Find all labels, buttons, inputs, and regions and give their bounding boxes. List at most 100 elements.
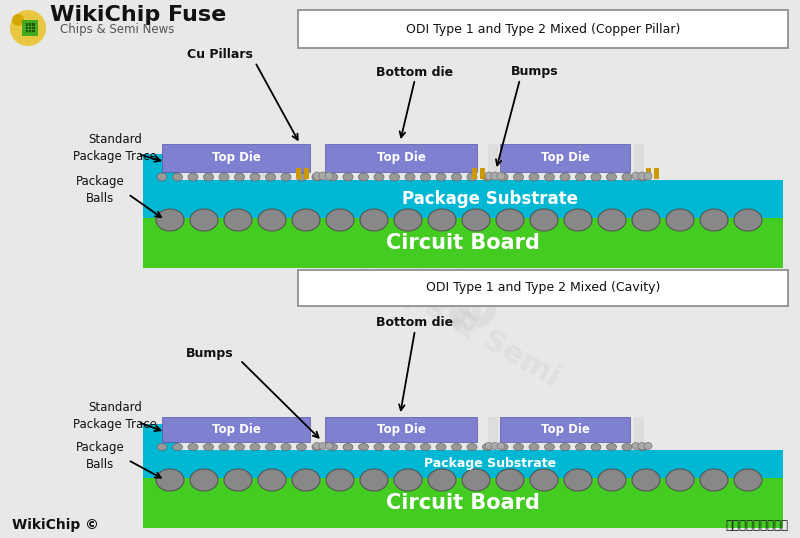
Ellipse shape xyxy=(462,469,490,491)
Ellipse shape xyxy=(496,469,524,491)
Ellipse shape xyxy=(451,443,462,450)
Ellipse shape xyxy=(514,443,523,450)
Ellipse shape xyxy=(297,173,306,181)
Ellipse shape xyxy=(482,443,493,450)
Ellipse shape xyxy=(598,469,626,491)
Text: ODI Type 1 and Type 2 Mixed (Copper Pillar): ODI Type 1 and Type 2 Mixed (Copper Pill… xyxy=(406,23,680,36)
Ellipse shape xyxy=(606,443,617,450)
Ellipse shape xyxy=(157,173,167,181)
Ellipse shape xyxy=(250,173,260,181)
Ellipse shape xyxy=(203,173,214,181)
Ellipse shape xyxy=(394,209,422,231)
Ellipse shape xyxy=(360,469,388,491)
Text: Chips & Semi News: Chips & Semi News xyxy=(60,24,174,37)
Ellipse shape xyxy=(173,443,182,450)
Bar xyxy=(143,166,178,180)
Ellipse shape xyxy=(281,173,291,181)
Text: Fuse: Fuse xyxy=(347,231,493,345)
Bar xyxy=(143,436,178,450)
Bar xyxy=(143,180,783,218)
Bar xyxy=(325,144,477,172)
Ellipse shape xyxy=(598,209,626,231)
Ellipse shape xyxy=(327,443,338,450)
Ellipse shape xyxy=(632,469,660,491)
Ellipse shape xyxy=(326,209,354,231)
Bar xyxy=(143,450,783,478)
Bar xyxy=(296,168,301,179)
Text: Standard
Package Trace: Standard Package Trace xyxy=(73,133,157,163)
Ellipse shape xyxy=(188,173,198,181)
Text: Top Die: Top Die xyxy=(541,423,590,436)
Text: Package
Balls: Package Balls xyxy=(76,175,124,205)
Ellipse shape xyxy=(575,443,586,450)
Ellipse shape xyxy=(498,443,508,450)
Ellipse shape xyxy=(156,469,184,491)
Ellipse shape xyxy=(224,469,252,491)
Ellipse shape xyxy=(545,443,554,450)
Ellipse shape xyxy=(313,172,321,180)
Ellipse shape xyxy=(529,443,539,450)
Ellipse shape xyxy=(390,443,399,450)
Ellipse shape xyxy=(638,172,646,180)
Ellipse shape xyxy=(405,173,415,181)
Bar xyxy=(143,154,165,166)
Bar xyxy=(143,218,783,268)
Bar xyxy=(298,10,788,48)
Bar xyxy=(480,168,485,179)
Ellipse shape xyxy=(394,469,422,491)
Bar xyxy=(162,417,310,442)
Ellipse shape xyxy=(451,173,462,181)
Ellipse shape xyxy=(485,172,493,180)
Ellipse shape xyxy=(358,173,369,181)
Bar xyxy=(22,20,38,36)
Ellipse shape xyxy=(591,173,601,181)
Text: Package
Balls: Package Balls xyxy=(76,441,124,471)
Ellipse shape xyxy=(428,469,456,491)
Ellipse shape xyxy=(734,209,762,231)
Ellipse shape xyxy=(591,443,601,450)
Text: Top Die: Top Die xyxy=(211,423,261,436)
Ellipse shape xyxy=(258,209,286,231)
Ellipse shape xyxy=(497,172,505,180)
Ellipse shape xyxy=(734,469,762,491)
Ellipse shape xyxy=(632,442,640,450)
Ellipse shape xyxy=(343,443,353,450)
Ellipse shape xyxy=(564,209,592,231)
Bar xyxy=(298,270,788,306)
Ellipse shape xyxy=(498,173,508,181)
Ellipse shape xyxy=(529,173,539,181)
Text: WikiChip: WikiChip xyxy=(230,151,510,345)
Ellipse shape xyxy=(467,443,477,450)
Bar xyxy=(488,144,498,172)
Ellipse shape xyxy=(319,172,327,180)
Text: Bottom die: Bottom die xyxy=(377,316,454,329)
Text: Cu Pillars: Cu Pillars xyxy=(187,48,253,61)
Ellipse shape xyxy=(514,173,523,181)
Ellipse shape xyxy=(266,443,275,450)
Ellipse shape xyxy=(157,443,167,450)
Ellipse shape xyxy=(485,442,493,450)
Ellipse shape xyxy=(358,443,369,450)
Text: Circuit Board: Circuit Board xyxy=(386,233,540,253)
Ellipse shape xyxy=(325,172,333,180)
Bar xyxy=(25,23,35,33)
Ellipse shape xyxy=(292,469,320,491)
Text: Top Die: Top Die xyxy=(377,423,426,436)
Ellipse shape xyxy=(219,443,229,450)
Ellipse shape xyxy=(491,172,499,180)
Ellipse shape xyxy=(496,209,524,231)
Ellipse shape xyxy=(319,442,327,450)
Ellipse shape xyxy=(622,173,632,181)
Ellipse shape xyxy=(638,442,646,450)
Ellipse shape xyxy=(560,443,570,450)
Ellipse shape xyxy=(530,469,558,491)
Ellipse shape xyxy=(428,209,456,231)
Ellipse shape xyxy=(190,209,218,231)
Ellipse shape xyxy=(224,209,252,231)
Ellipse shape xyxy=(421,443,430,450)
Ellipse shape xyxy=(638,443,647,450)
Ellipse shape xyxy=(374,173,384,181)
Text: Top Die: Top Die xyxy=(541,152,590,165)
Bar xyxy=(143,424,165,436)
Ellipse shape xyxy=(343,173,353,181)
